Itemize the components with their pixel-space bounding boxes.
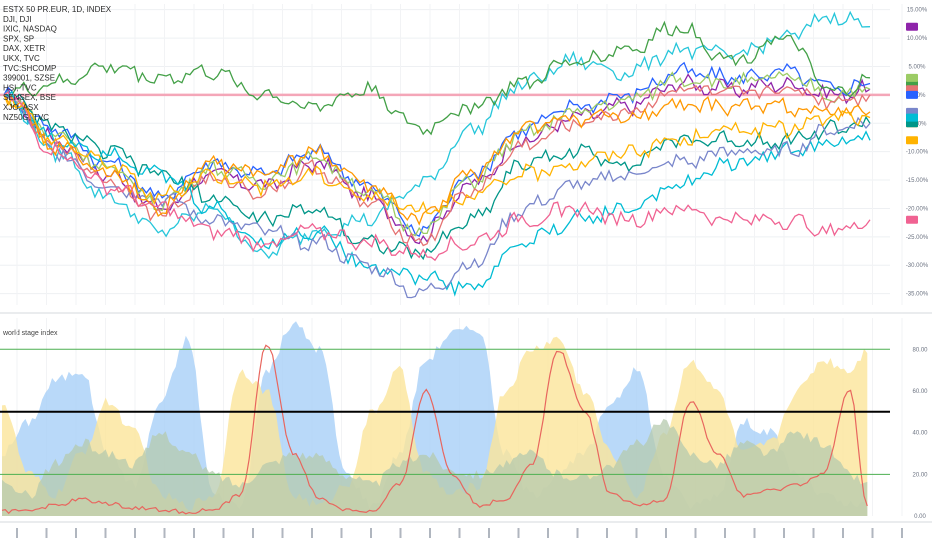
bottom-panel: world stage index 80.00 60.00 40.00 20.00 0.0… (0, 318, 928, 520)
x-tick-mark (370, 528, 372, 538)
x-tick-mark (104, 528, 107, 538)
legend-entry: NZ50G, TVC (3, 113, 49, 122)
x-tick-mark (871, 528, 874, 538)
green-area (2, 418, 868, 516)
top-y-tick-label: 15.00% (907, 8, 928, 14)
x-tick-mark (429, 528, 431, 538)
top-y-tick-label: -25.00% (906, 235, 929, 241)
legend-entry: ESTX 50 PR.EUR, 1D, INDEX (3, 5, 112, 14)
series-value-badge (906, 215, 918, 224)
x-tick-mark (163, 528, 166, 538)
bottom-y-tick-label: 60.00 (912, 389, 928, 395)
series-line (3, 94, 871, 215)
series-value-badge (906, 22, 918, 31)
series-line (3, 10, 871, 260)
x-tick-mark (606, 528, 608, 538)
x-tick-mark (458, 528, 461, 538)
x-tick-mark (812, 528, 815, 538)
series-line (3, 61, 871, 237)
x-tick-mark (576, 528, 579, 538)
x-tick-mark (694, 528, 697, 538)
top-y-tick-label: 5.00% (908, 64, 926, 70)
bottom-y-tick-label: 0.00 (914, 514, 926, 520)
x-tick-mark (311, 528, 313, 538)
top-panel: 15.00%10.00%5.00%0.00%-5.00%-10.00%-15.0… (0, 4, 932, 314)
series-line (3, 94, 871, 226)
x-tick-mark (193, 528, 195, 538)
x-tick-mark (517, 528, 520, 538)
x-tick-mark (842, 528, 844, 538)
legend-entry: IXIC, NASDAQ (3, 25, 57, 34)
series-value-badge (906, 73, 918, 82)
series-line (3, 84, 871, 247)
x-tick-mark (252, 528, 254, 538)
top-y-tick-label: -35.00% (906, 292, 929, 298)
legend-entry: DJI, DJI (3, 15, 31, 24)
x-tick-mark (753, 528, 756, 538)
legend-entry: HSI, TVC (3, 83, 37, 92)
x-tick-mark (665, 528, 667, 538)
legend-entry: UKX, TVC (3, 54, 40, 63)
x-axis (0, 521, 932, 538)
legend-entry: XJO, ASX (3, 103, 39, 112)
legend-entry: SENSEX, BSE (3, 93, 56, 102)
top-y-tick-label: -30.00% (906, 263, 929, 269)
indicator-title: world stage index (2, 330, 58, 337)
legend-entry: 399001, SZSE (3, 74, 55, 83)
top-y-tick-label: -15.00% (906, 178, 929, 184)
bottom-y-tick-label: 20.00 (912, 472, 928, 478)
bottom-y-tick-label: 40.00 (912, 431, 928, 437)
series-line (3, 90, 871, 297)
x-tick-mark (901, 528, 903, 538)
top-y-tick-label: -20.00% (906, 206, 929, 212)
x-tick-mark (635, 528, 638, 538)
series-value-badge (906, 90, 918, 99)
x-tick-mark (222, 528, 225, 538)
series-line (3, 71, 871, 237)
series-line (3, 20, 871, 136)
x-tick-mark (134, 528, 136, 538)
legend-entry: TVC:SHCOMP (3, 64, 56, 73)
legend-entry: DAX, XETR (3, 44, 45, 53)
x-tick-mark (16, 528, 18, 538)
x-tick-mark (399, 528, 402, 538)
top-y-tick-label: -10.00% (906, 150, 929, 156)
legend-entry: SPX, SP (3, 34, 34, 43)
x-tick-mark (783, 528, 785, 538)
x-tick-mark (340, 528, 343, 538)
top-y-tick-label: 10.00% (907, 36, 928, 42)
series-value-badge (906, 113, 918, 122)
x-tick-mark (75, 528, 77, 538)
x-tick-mark (488, 528, 490, 538)
x-tick-mark (45, 528, 48, 538)
bottom-y-tick-label: 80.00 (912, 347, 928, 353)
series-value-badge (906, 136, 918, 145)
x-tick-mark (724, 528, 726, 538)
x-tick-mark (281, 528, 284, 538)
series-line (3, 90, 871, 262)
x-tick-mark (547, 528, 549, 538)
